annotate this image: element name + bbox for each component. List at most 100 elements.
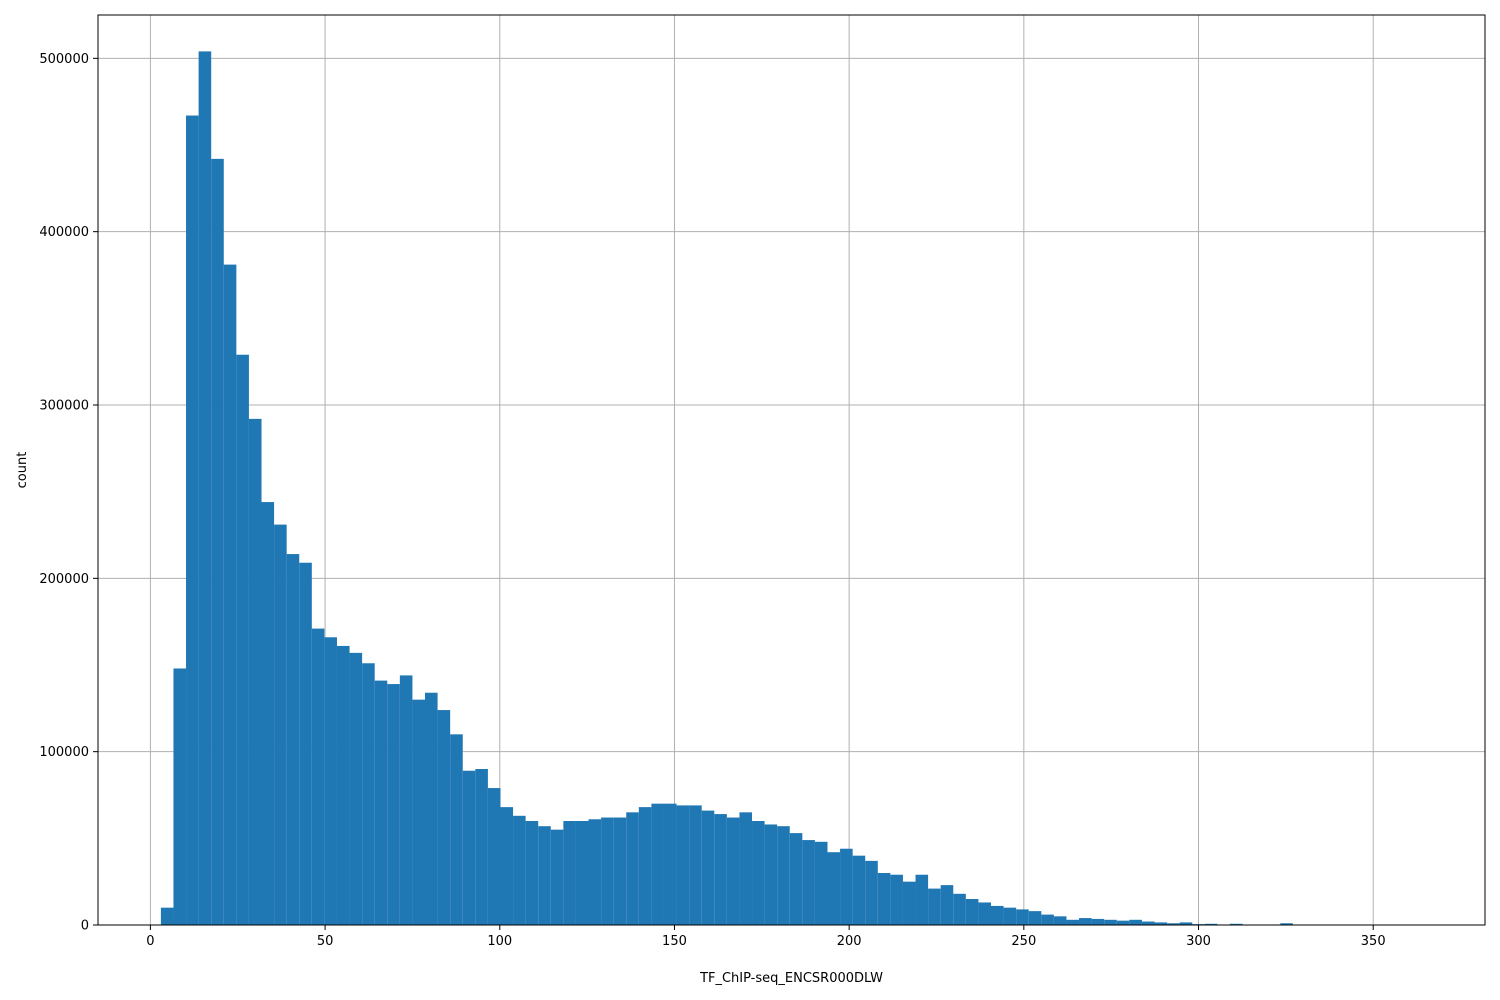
x-tick-label: 300 xyxy=(1186,934,1211,949)
histogram-bar xyxy=(487,788,501,925)
x-tick-label: 200 xyxy=(837,934,862,949)
histogram-bar xyxy=(676,805,690,925)
histogram-bar xyxy=(701,810,715,925)
histogram-bar xyxy=(840,848,853,925)
histogram-bar xyxy=(349,652,363,925)
histogram-bar xyxy=(953,893,966,925)
histogram-bar xyxy=(802,840,815,925)
histogram-bar xyxy=(978,902,991,925)
histogram-bar xyxy=(1079,918,1092,925)
histogram-bar xyxy=(789,833,803,925)
histogram-bar xyxy=(1053,916,1067,925)
histogram-bar xyxy=(236,354,249,925)
histogram-bar xyxy=(186,115,199,926)
histogram-bar xyxy=(563,821,576,925)
histogram-bar xyxy=(1016,909,1029,925)
x-tick-label: 150 xyxy=(662,934,687,949)
histogram-bar xyxy=(588,819,602,925)
histogram-bar xyxy=(1091,918,1105,925)
histogram-bar xyxy=(198,51,212,925)
plot-frame xyxy=(97,14,1486,926)
histogram-bar xyxy=(475,769,488,925)
histogram-bar xyxy=(462,770,476,925)
histogram-bar xyxy=(689,805,702,925)
histogram-bar xyxy=(865,860,878,925)
histogram-bar xyxy=(1129,919,1142,925)
histogram-bar xyxy=(425,692,438,925)
histogram-bar xyxy=(1141,921,1155,925)
histogram-bar xyxy=(714,814,727,925)
histogram-bar xyxy=(1179,922,1193,925)
histogram-bar xyxy=(827,852,841,925)
x-axis-ticks: 0 50 100 150 200 250 300 350 xyxy=(146,925,1386,949)
y-tick-label: 200000 xyxy=(39,572,89,587)
y-tick-label: 100000 xyxy=(39,745,89,760)
histogram-bar xyxy=(575,821,589,925)
histogram-bar xyxy=(538,826,551,925)
histogram-bar xyxy=(852,855,866,925)
histogram-bar xyxy=(160,907,174,925)
histogram-bar xyxy=(223,264,237,926)
histogram-bar xyxy=(362,663,375,925)
histogram-bar xyxy=(450,734,463,925)
histogram-bar xyxy=(1280,923,1293,925)
histogram-bar xyxy=(387,684,400,925)
histogram-bar xyxy=(311,628,325,925)
histogram-bar xyxy=(274,524,287,925)
histogram-bar xyxy=(663,803,677,925)
histogram-bar xyxy=(248,418,262,925)
histogram-bar xyxy=(173,668,187,925)
histogram-bar xyxy=(1041,914,1054,925)
histogram-bar xyxy=(324,637,337,925)
histogram-bar xyxy=(412,699,426,925)
histogram-bar xyxy=(286,554,300,925)
histogram-bar xyxy=(990,905,1004,925)
y-axis-ticks: 0 100000 200000 300000 400000 500000 xyxy=(39,52,98,934)
y-tick-label: 500000 xyxy=(39,52,89,67)
histogram-bar xyxy=(877,873,891,925)
y-axis-title: count xyxy=(15,452,30,489)
histogram-bar xyxy=(437,710,451,925)
histogram-bar xyxy=(940,885,954,925)
histogram-bar xyxy=(1003,907,1017,925)
histogram-bar xyxy=(1229,923,1243,925)
histogram-bar xyxy=(261,502,275,925)
histogram-bar xyxy=(374,680,388,925)
x-tick-label: 100 xyxy=(487,934,512,949)
histogram-bar xyxy=(777,826,790,925)
histogram-bars xyxy=(160,51,1419,926)
y-tick-label: 300000 xyxy=(39,399,89,414)
histogram-bar xyxy=(500,807,514,925)
histogram-bar xyxy=(726,817,740,925)
histogram-bar xyxy=(764,824,778,925)
histogram-bar xyxy=(752,821,765,925)
histogram-bar xyxy=(1116,920,1130,925)
histogram-bar xyxy=(626,812,639,925)
histogram-bar xyxy=(525,821,539,925)
histogram-bar xyxy=(1066,919,1080,925)
histogram-bar xyxy=(1204,923,1218,925)
histogram-bar xyxy=(739,812,753,925)
histogram-bar xyxy=(299,562,312,925)
histogram-bar xyxy=(1154,922,1168,925)
histogram-bar xyxy=(399,675,413,925)
histogram-bar xyxy=(211,158,224,925)
histogram-bar xyxy=(336,645,350,925)
histogram-bar xyxy=(638,807,652,925)
y-tick-label: 400000 xyxy=(39,225,89,240)
histogram-bar xyxy=(890,874,903,925)
histogram-bar xyxy=(550,829,564,925)
histogram-bar xyxy=(915,874,929,925)
histogram-bar xyxy=(1104,919,1117,925)
histogram-bar xyxy=(928,888,941,925)
histogram-bar xyxy=(601,817,614,925)
x-tick-label: 250 xyxy=(1011,934,1036,949)
x-axis-title: TF_ChIP-seq_ENCSR000DLW xyxy=(699,971,883,986)
x-tick-label: 50 xyxy=(317,934,334,949)
histogram-bar xyxy=(965,899,979,925)
x-tick-label: 0 xyxy=(146,934,154,949)
histogram-bar xyxy=(902,881,916,925)
grid-lines xyxy=(98,15,1485,926)
histogram-bar xyxy=(1167,923,1180,925)
